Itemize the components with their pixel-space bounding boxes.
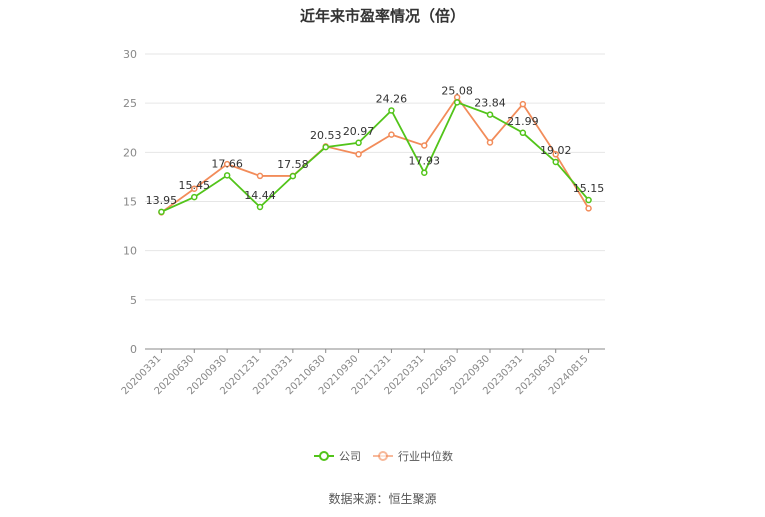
company-data-label: 25.08	[441, 84, 473, 97]
industry-median-data-point	[191, 185, 198, 192]
company-data-point	[191, 193, 198, 201]
industry-median-data-point	[355, 151, 362, 158]
industry-median-data-point	[223, 160, 231, 168]
company-data-point	[223, 172, 231, 179]
y-tick-label: 20	[123, 146, 137, 159]
legend-swatch-icon	[373, 451, 393, 461]
industry-median-data-point	[486, 139, 494, 146]
industry-median-data-point	[388, 131, 395, 138]
company-data-point	[256, 203, 264, 211]
legend-industry-median: 行业中位数	[373, 449, 453, 463]
company-data-point	[421, 169, 428, 176]
industry-median-data-point	[519, 100, 527, 108]
legend-swatch-marker	[378, 451, 388, 461]
data-source: 数据来源：恒生聚源	[328, 492, 437, 506]
company-data-label: 19.02	[540, 144, 572, 157]
legend-company: 公司	[314, 450, 361, 463]
y-tick-label: 15	[123, 196, 137, 209]
legend-swatch-icon	[314, 451, 334, 461]
company-data-label: 17.93	[409, 155, 441, 168]
company-data-label: 21.99	[507, 115, 539, 128]
company-data-point	[289, 172, 297, 180]
company-data-label: 23.84	[474, 97, 506, 110]
company-data-label: 20.53	[310, 129, 342, 142]
company-series-line	[161, 101, 590, 213]
company-data-point	[519, 129, 527, 137]
company-data-label: 24.26	[376, 92, 408, 105]
company-data-label: 14.44	[244, 189, 276, 202]
legend-label: 公司	[339, 450, 361, 463]
y-tick-label: 5	[130, 294, 137, 307]
y-tick-label: 25	[123, 97, 137, 110]
industry-median-data-point	[552, 151, 559, 158]
chart-title: 近年来市盈率情况（倍）	[299, 7, 465, 25]
legend-swatch-marker	[319, 451, 329, 461]
industry-median-data-point	[421, 142, 428, 149]
company-data-label: 15.45	[179, 179, 211, 192]
company-data-point	[158, 208, 165, 216]
industry-median-data-point	[585, 205, 592, 212]
company-data-point	[355, 139, 362, 147]
company-data-point	[486, 111, 494, 118]
company-data-point	[585, 196, 592, 204]
industry-median-data-point	[256, 172, 264, 180]
company-data-point	[453, 99, 461, 106]
company-data-label: 13.95	[146, 194, 178, 207]
company-data-label: 15.15	[573, 182, 605, 195]
y-tick-label: 10	[123, 245, 137, 258]
y-tick-label: 30	[123, 48, 137, 61]
company-data-point	[388, 107, 395, 114]
company-data-point	[322, 143, 329, 151]
y-tick-label: 0	[130, 343, 137, 356]
company-data-label: 17.66	[211, 157, 243, 170]
company-data-point	[552, 158, 559, 166]
industry-median-series-line	[160, 95, 590, 214]
company-data-label: 20.97	[343, 125, 375, 138]
company-data-label: 17.58	[277, 158, 309, 171]
legend-label: 行业中位数	[398, 449, 453, 463]
